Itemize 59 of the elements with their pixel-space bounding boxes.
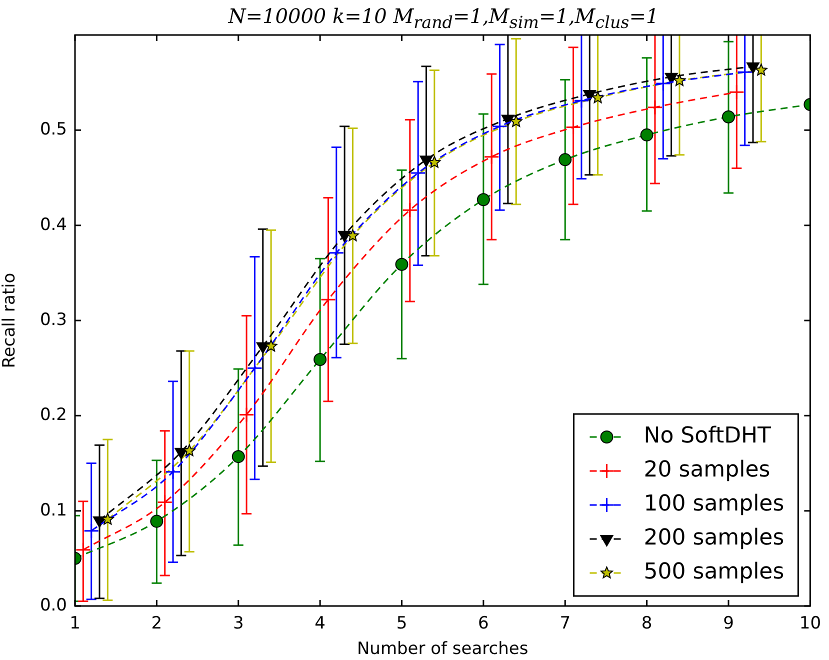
point bbox=[655, 76, 671, 92]
legend-label: 200 samples bbox=[644, 526, 784, 551]
point bbox=[410, 165, 426, 181]
point bbox=[314, 353, 327, 366]
point bbox=[722, 110, 735, 124]
x-tick-label: 3 bbox=[232, 614, 244, 634]
point bbox=[165, 464, 181, 480]
x-axis-title: Number of searches bbox=[356, 639, 528, 660]
x-tick-label: 8 bbox=[641, 614, 652, 634]
point bbox=[673, 74, 686, 86]
y-tick-label: 0.2 bbox=[40, 405, 67, 426]
y-tick-label: 0.1 bbox=[40, 500, 67, 520]
point bbox=[476, 193, 490, 206]
point bbox=[754, 64, 768, 76]
legend-label: No SoftDHT bbox=[644, 424, 772, 449]
point bbox=[558, 153, 572, 166]
point bbox=[264, 340, 278, 352]
point bbox=[246, 360, 262, 376]
x-tick-label: 10 bbox=[799, 614, 822, 634]
legend-label: 20 samples bbox=[644, 458, 770, 483]
y-axis-title: Recall ratio bbox=[0, 272, 20, 368]
point bbox=[640, 128, 654, 142]
x-tick-label: 9 bbox=[723, 614, 734, 634]
point bbox=[402, 202, 418, 218]
legend-label: 100 samples bbox=[644, 492, 784, 517]
y-tick-label: 0.5 bbox=[40, 120, 67, 140]
y-tick-label: 0.3 bbox=[40, 310, 67, 330]
point bbox=[183, 444, 196, 456]
legend-label: 500 samples bbox=[644, 560, 784, 585]
point bbox=[647, 100, 663, 116]
point bbox=[510, 115, 522, 127]
point bbox=[101, 512, 114, 525]
x-tick-label: 5 bbox=[396, 614, 408, 634]
point bbox=[157, 494, 173, 510]
chart-title: N=10000 k=10 M$_{rand}$=1,M$_{sim}$=1,M$_{clus}$=1 bbox=[226, 4, 660, 32]
point bbox=[346, 229, 359, 242]
point bbox=[484, 149, 500, 165]
x-tick-label: 1 bbox=[70, 614, 80, 634]
point bbox=[728, 84, 744, 100]
x-tick-label: 6 bbox=[478, 614, 489, 634]
y-tick-label: 0.0 bbox=[40, 595, 67, 616]
point bbox=[574, 92, 590, 108]
y-tick-label: 0.4 bbox=[40, 214, 67, 235]
point bbox=[492, 118, 508, 134]
point bbox=[395, 258, 408, 271]
point bbox=[566, 120, 582, 136]
point bbox=[150, 514, 164, 528]
point bbox=[328, 245, 344, 261]
x-tick-label: 4 bbox=[314, 614, 326, 634]
point bbox=[737, 64, 753, 80]
point bbox=[592, 91, 604, 104]
x-tick-label: 7 bbox=[560, 614, 571, 634]
point bbox=[232, 450, 245, 464]
point bbox=[320, 292, 336, 308]
point bbox=[238, 406, 254, 422]
x-tick-label: 2 bbox=[151, 614, 162, 634]
point bbox=[428, 156, 441, 168]
point bbox=[75, 542, 91, 558]
point bbox=[84, 523, 100, 539]
